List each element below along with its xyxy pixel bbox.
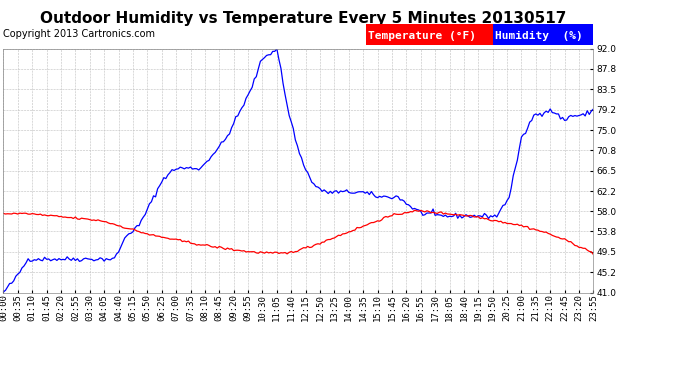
Text: Outdoor Humidity vs Temperature Every 5 Minutes 20130517: Outdoor Humidity vs Temperature Every 5 … [41, 11, 566, 26]
Text: Copyright 2013 Cartronics.com: Copyright 2013 Cartronics.com [3, 29, 155, 39]
Text: Humidity  (%): Humidity (%) [495, 31, 583, 41]
Text: Temperature (°F): Temperature (°F) [368, 31, 477, 41]
